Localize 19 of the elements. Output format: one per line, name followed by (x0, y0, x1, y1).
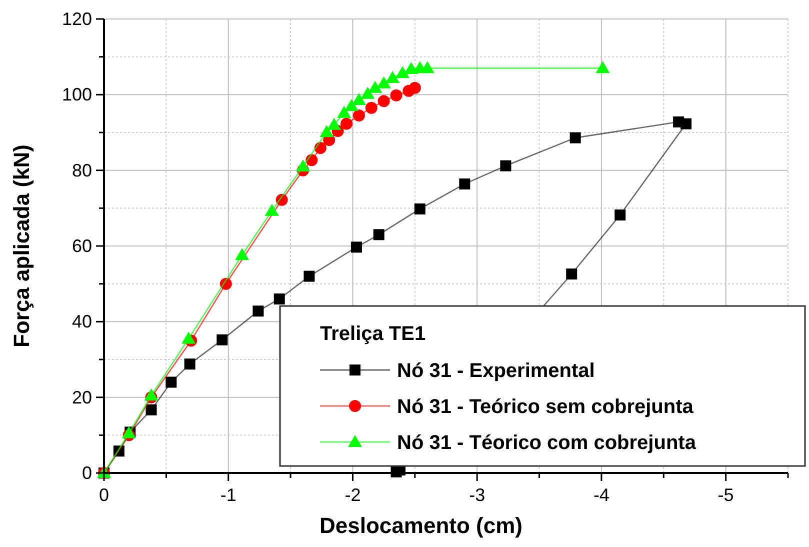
y-axis-title: Força aplicada (kN) (9, 144, 34, 348)
legend-title: Treliça TE1 (320, 323, 426, 345)
y-tick-label: 60 (72, 236, 92, 256)
x-tick-label: -1 (220, 485, 236, 505)
x-tick-label: -5 (718, 485, 734, 505)
y-tick-label: 40 (72, 312, 92, 332)
y-tick-label: 80 (72, 160, 92, 180)
x-tick-label: -3 (469, 485, 486, 505)
y-tick-label: 0 (82, 463, 92, 483)
y-tick-label: 100 (62, 84, 92, 105)
legend-label: Nó 31 - Téorico com cobrejunta (397, 432, 697, 454)
x-axis-title: Deslocamento (cm) (320, 513, 522, 538)
y-tick-label: 120 (62, 9, 92, 29)
x-tick-label: 0 (98, 485, 110, 505)
y-tick-label: 20 (72, 387, 92, 408)
x-tick-label: -4 (593, 485, 610, 505)
x-tick-label: -2 (344, 485, 361, 505)
legend-label: Nó 31 - Teórico sem cobrejunta (397, 396, 694, 418)
legend-label: Nó 31 - Experimental (397, 360, 595, 382)
